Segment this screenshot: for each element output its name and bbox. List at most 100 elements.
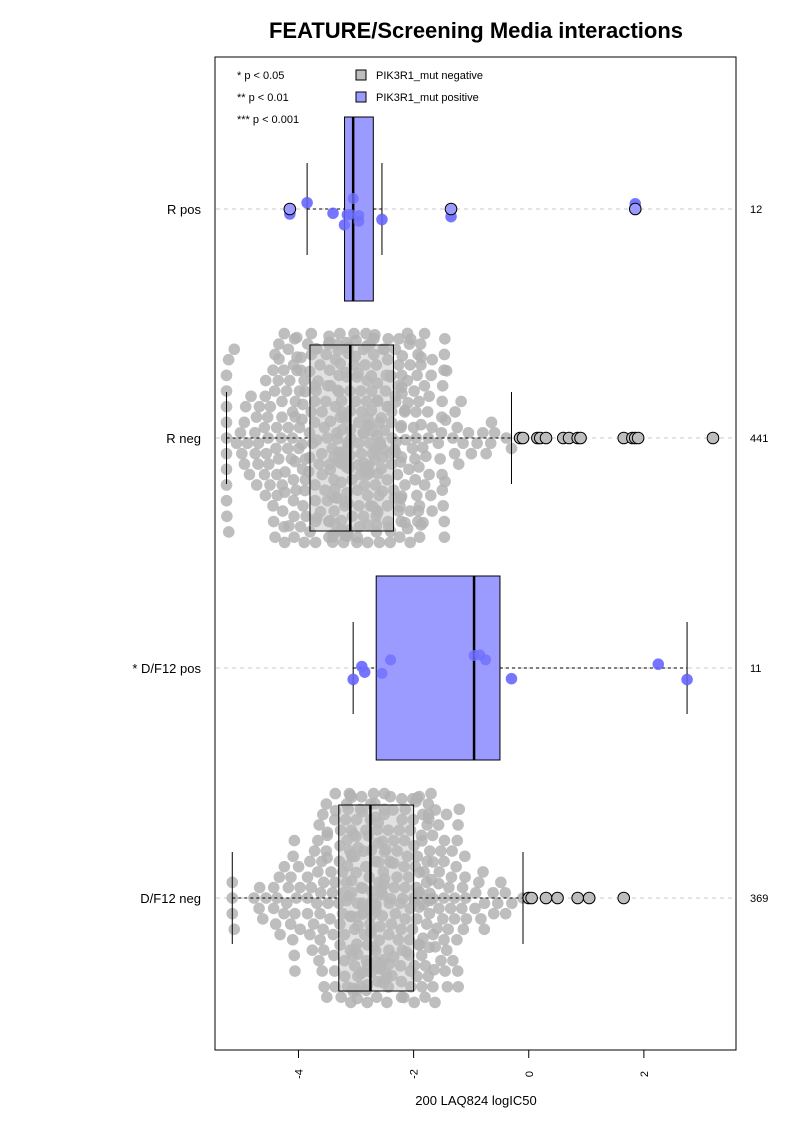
data-point bbox=[500, 432, 513, 444]
data-point bbox=[408, 959, 421, 972]
group-label: D/F12 neg bbox=[140, 891, 201, 906]
data-point bbox=[396, 387, 408, 400]
data-point bbox=[411, 489, 423, 502]
data-point bbox=[446, 845, 458, 857]
data-point bbox=[349, 395, 362, 408]
data-point bbox=[333, 385, 345, 398]
data-point bbox=[416, 835, 428, 847]
data-point bbox=[439, 475, 451, 488]
data-point bbox=[335, 991, 347, 1003]
data-point bbox=[459, 871, 471, 883]
data-point bbox=[324, 463, 337, 476]
data-point bbox=[308, 845, 321, 857]
data-point bbox=[334, 824, 347, 836]
data-point bbox=[408, 385, 420, 397]
data-point bbox=[438, 855, 450, 868]
data-point bbox=[408, 996, 421, 1009]
data-point bbox=[320, 798, 333, 810]
data-point bbox=[451, 965, 464, 977]
x-tick-label: -2 bbox=[409, 1069, 421, 1079]
data-point bbox=[378, 424, 391, 437]
data-point bbox=[353, 520, 366, 533]
outlier-point bbox=[631, 431, 645, 445]
data-point bbox=[288, 834, 301, 847]
data-point bbox=[378, 872, 391, 885]
data-point bbox=[381, 473, 394, 486]
data-point bbox=[402, 871, 415, 883]
data-point bbox=[439, 414, 452, 426]
data-point bbox=[457, 923, 470, 936]
data-point bbox=[352, 367, 364, 379]
data-point bbox=[378, 343, 391, 355]
data-point bbox=[334, 327, 346, 340]
x-axis: -4 -2 0 2 bbox=[293, 1049, 651, 1079]
outlier-point bbox=[582, 891, 596, 905]
data-point bbox=[434, 453, 446, 465]
outlier-point bbox=[706, 431, 720, 445]
data-point bbox=[312, 866, 324, 878]
data-point bbox=[308, 395, 321, 408]
data-point bbox=[222, 526, 235, 538]
data-point bbox=[331, 433, 344, 445]
data-point bbox=[328, 965, 341, 977]
data-point bbox=[263, 458, 275, 470]
data-point bbox=[350, 334, 362, 347]
data-point bbox=[234, 426, 247, 439]
data-point bbox=[422, 812, 435, 825]
data-point bbox=[250, 411, 263, 423]
data-point bbox=[394, 960, 407, 972]
data-point bbox=[252, 458, 264, 470]
data-point bbox=[487, 907, 500, 920]
data-point bbox=[304, 526, 316, 538]
data-point bbox=[305, 881, 318, 894]
data-point bbox=[313, 954, 325, 967]
data-point bbox=[250, 479, 263, 491]
data-point bbox=[487, 886, 499, 899]
data-point bbox=[284, 918, 297, 930]
data-point bbox=[395, 419, 408, 432]
data-point bbox=[310, 343, 323, 355]
data-point bbox=[477, 426, 489, 439]
data-point bbox=[392, 933, 405, 946]
data-point bbox=[385, 458, 398, 470]
data-point bbox=[287, 850, 299, 863]
legend: * p < 0.05 ** p < 0.01 *** p < 0.001 PIK3R1… bbox=[237, 69, 483, 126]
data-point bbox=[456, 881, 469, 894]
data-point bbox=[264, 479, 276, 491]
data-point bbox=[406, 923, 419, 936]
data-point bbox=[485, 416, 498, 429]
data-point bbox=[322, 897, 334, 910]
data-point bbox=[420, 450, 432, 463]
data-point bbox=[423, 907, 436, 920]
x-axis-label: 200 LAQ824 logIC50 bbox=[415, 1093, 536, 1108]
data-point bbox=[471, 437, 483, 450]
group-label: R neg bbox=[166, 431, 201, 446]
data-point bbox=[345, 886, 358, 899]
data-point bbox=[338, 928, 351, 941]
data-point bbox=[348, 960, 361, 972]
data-point bbox=[267, 515, 280, 528]
data-point bbox=[373, 536, 386, 549]
data-point bbox=[370, 991, 383, 1003]
data-point bbox=[375, 462, 388, 475]
data-point bbox=[243, 468, 256, 481]
data-point bbox=[460, 913, 473, 925]
data-point bbox=[381, 353, 394, 366]
data-point bbox=[436, 484, 449, 497]
data-point bbox=[267, 500, 279, 512]
data-point bbox=[427, 856, 439, 868]
outlier-point bbox=[617, 891, 631, 905]
data-point bbox=[329, 980, 341, 993]
data-point bbox=[361, 536, 374, 549]
data-point bbox=[423, 390, 435, 403]
data-point bbox=[279, 466, 291, 478]
data-point bbox=[395, 490, 408, 502]
data-point bbox=[384, 790, 397, 803]
boxes-layer bbox=[226, 116, 720, 992]
data-point bbox=[411, 369, 423, 382]
data-point bbox=[447, 954, 459, 967]
data-point bbox=[426, 505, 438, 517]
data-point bbox=[297, 398, 309, 411]
data-point bbox=[422, 432, 435, 444]
significance-legend-item: *** p < 0.001 bbox=[237, 114, 299, 126]
